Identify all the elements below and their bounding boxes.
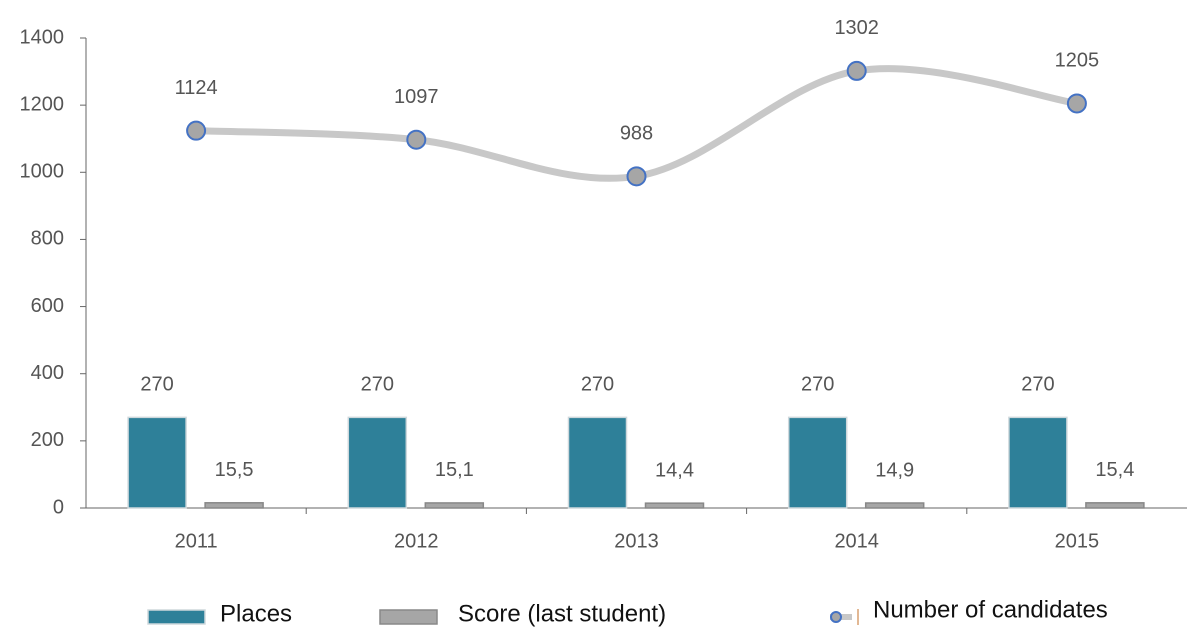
bar (1085, 502, 1145, 509)
y-tick-label: 1000 (20, 161, 65, 183)
legend-swatch (147, 609, 206, 625)
y-tick-label: 600 (31, 295, 64, 317)
data-label: 1302 (834, 17, 879, 39)
data-label: 14,4 (655, 459, 694, 481)
y-tick-label: 1400 (20, 26, 65, 48)
bar (127, 416, 187, 509)
bar (347, 416, 408, 509)
marker (186, 120, 207, 141)
data-label: 15,1 (435, 459, 474, 481)
data-label: 1124 (175, 77, 218, 99)
y-tick-label: 400 (31, 362, 64, 384)
marker (626, 166, 647, 187)
y-tick-label: 800 (31, 228, 64, 250)
x-tick-label: 2013 (614, 530, 659, 552)
bar (644, 502, 705, 509)
y-tick-label: 200 (31, 429, 64, 451)
data-label: 988 (620, 123, 653, 145)
data-label: 1097 (394, 86, 439, 108)
x-tick-label: 2015 (1055, 530, 1100, 552)
marker (406, 129, 427, 150)
legend-marker (830, 611, 842, 623)
bar (1008, 416, 1068, 509)
y-tick-label: 0 (53, 496, 64, 518)
y-tick-label: 1200 (20, 93, 65, 115)
data-label: 270 (581, 374, 614, 396)
data-label: 1205 (1055, 50, 1100, 72)
data-label: 14,9 (875, 459, 914, 481)
data-label: 270 (1021, 374, 1054, 396)
bar (567, 416, 628, 509)
data-label: 15,4 (1095, 459, 1134, 481)
bar (864, 502, 925, 509)
data-label: 270 (140, 374, 173, 396)
marker (1066, 93, 1087, 114)
data-label: 270 (801, 374, 834, 396)
legend-swatch (379, 609, 438, 625)
bar (424, 502, 485, 509)
x-tick-label: 2012 (394, 530, 439, 552)
x-tick-label: 2014 (834, 530, 879, 552)
x-tick-label: 2011 (175, 530, 218, 552)
marker (846, 60, 867, 81)
bar (787, 416, 848, 509)
legend-label: Places (220, 600, 292, 627)
legend-label: Score (last student) (458, 600, 666, 627)
legend-label: Number of candidates (873, 596, 1108, 623)
data-label: 270 (361, 374, 394, 396)
bar (204, 502, 264, 509)
data-label: 15,5 (215, 459, 254, 481)
